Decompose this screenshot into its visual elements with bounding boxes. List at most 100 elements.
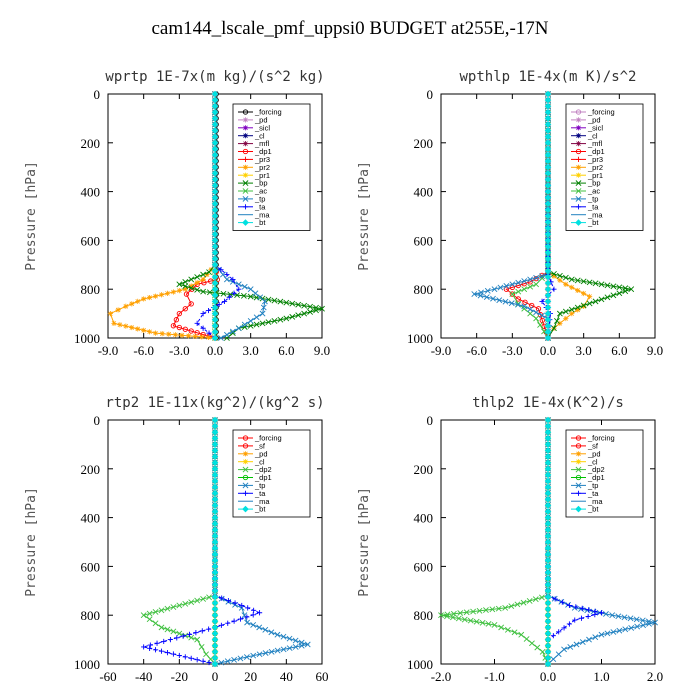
series-point [533,309,540,316]
series-point [544,90,552,98]
series-point [211,316,219,324]
series-point [188,276,195,283]
y-tick-label: 1000 [407,331,433,346]
series-point [544,151,552,159]
series-point [319,305,325,312]
series-point [194,280,200,286]
series-point [200,288,207,295]
series-point [182,283,189,290]
series-point [508,300,515,307]
series-point [609,612,616,619]
series-point [237,616,244,622]
series-point [152,620,159,627]
series-point [211,224,219,232]
series-point [146,616,153,623]
series-point [535,306,542,312]
series-point [567,644,574,650]
series-point [211,617,219,625]
series-point [211,139,219,147]
legend-marker [242,443,249,449]
series-point [449,614,456,621]
legend-label: _pr3 [254,155,270,164]
series-point [211,304,219,311]
series-point [522,299,528,305]
series-point [211,230,219,238]
legend-label: _dp2 [254,465,272,474]
series-point [544,550,552,558]
series-point [578,615,585,621]
series-point [544,434,552,442]
series-point [616,284,623,291]
series-point [221,298,228,304]
y-tick-label: 600 [414,233,434,248]
series-point [146,610,153,617]
series-point [268,629,275,636]
series-point [219,595,225,601]
series-point [301,310,308,317]
legend-label: _tp [587,195,598,204]
legend-label: _bp [254,179,268,188]
series-point [211,471,219,479]
series-point [544,316,552,324]
series-point [444,613,450,620]
series-point [544,291,552,299]
series-point [164,626,171,633]
series-point [259,320,266,327]
series-point [552,596,558,602]
legend-label: _ac [587,187,600,196]
series-point [544,273,552,281]
series-point [544,422,552,430]
series-point [551,271,557,277]
legend-box [565,429,644,518]
series-point [211,508,219,515]
series-point [550,656,557,663]
series-point [211,127,219,134]
series-point [194,657,200,663]
series-point [211,176,219,183]
series-point [226,294,232,300]
series-point [216,301,222,308]
series-point [529,640,535,647]
series-point [232,600,238,606]
series-point [182,278,189,285]
series-point [211,569,219,576]
series-point [495,605,502,612]
y-tick-label: 800 [81,282,101,297]
series-point [274,647,281,654]
series-point [544,569,552,576]
series-point [568,276,575,283]
y-tick-label: 800 [414,608,434,623]
series-point [544,237,552,244]
panel-title: thlp2 1E-4x(K^2)/s [472,395,624,411]
legend-label: _ta [587,202,599,211]
series-point [457,610,464,616]
y-tick-label: 0 [94,87,101,102]
series-point [211,212,219,220]
series-point [224,271,230,278]
series-point [247,286,254,293]
series-point [188,655,194,661]
series-point [497,284,504,291]
series-point [544,617,552,625]
series-point [205,334,211,341]
series-point [211,654,219,662]
series-point [182,286,188,292]
series-point [260,304,267,311]
series-point [211,182,219,189]
series-point [192,333,198,339]
series-point [211,108,219,116]
series-point [194,636,201,643]
series-point [544,465,552,473]
series-point [484,287,491,294]
x-tick-label: -6.0 [133,343,154,358]
series-point [194,274,201,280]
series-point [544,477,552,485]
series-point [194,286,201,293]
series-point [152,609,159,615]
series-point [544,163,552,171]
series-point [544,526,552,534]
series-point [515,282,521,289]
series-point [179,332,185,338]
legend-marker [575,125,582,131]
series-point [211,334,219,342]
